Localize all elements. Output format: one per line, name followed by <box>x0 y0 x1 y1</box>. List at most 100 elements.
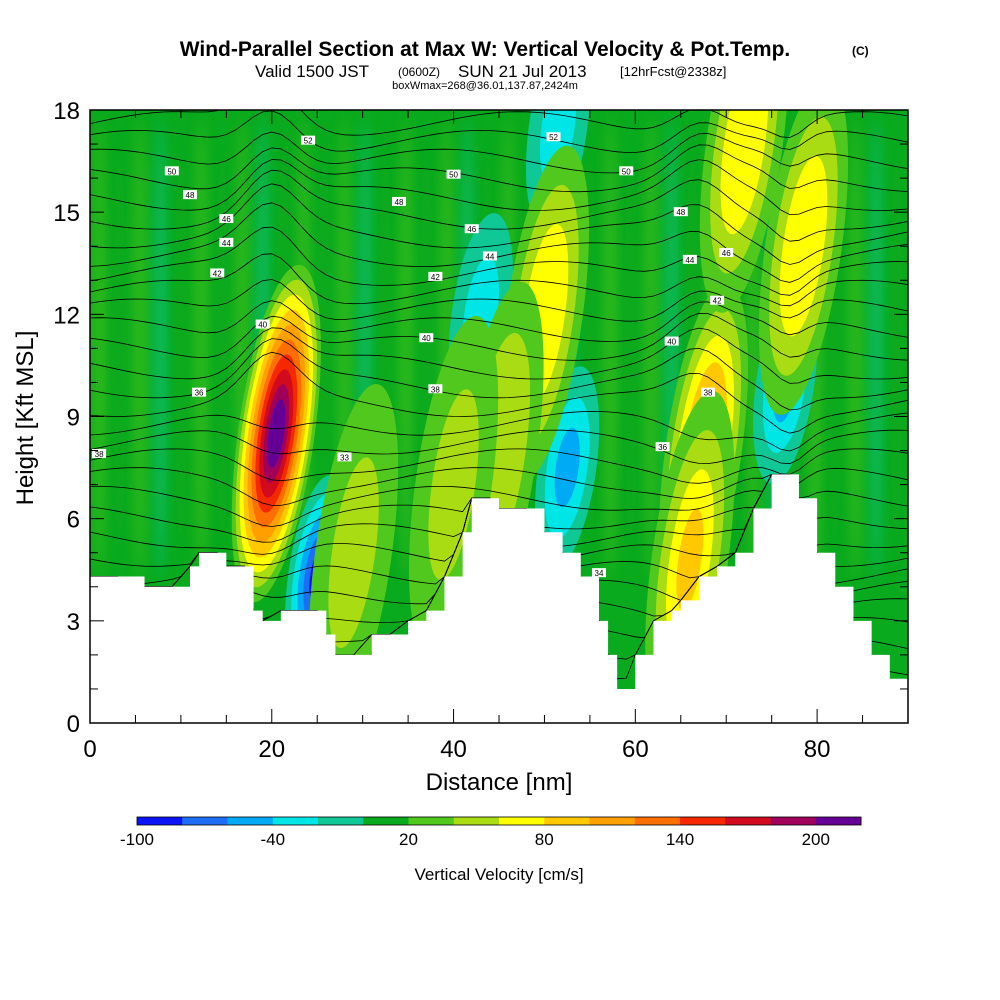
isentrope-line <box>90 429 908 465</box>
isentrope-label: 46 <box>722 249 731 258</box>
isentrope-line <box>90 338 908 411</box>
isentrope-label: 46 <box>467 225 476 234</box>
velocity-streak <box>603 118 618 579</box>
isentrope-line <box>90 253 908 307</box>
isentrope-label: 36 <box>195 389 204 398</box>
isentrope-label: 46 <box>222 215 231 224</box>
colorbar-tick-label: 80 <box>535 830 554 849</box>
plot-area: 38 36 40 42 44 46 48 50 52 33 40 38 42 44 46 48 50 52 34 36… <box>90 110 908 723</box>
x-tick-label: 20 <box>258 736 285 763</box>
isentrope-line <box>90 312 908 361</box>
colorbar-swatch <box>182 817 228 825</box>
x-tick-label: 40 <box>440 736 467 763</box>
y-tick-label: 15 <box>53 200 80 227</box>
isentrope-label-box <box>182 190 197 200</box>
isentrope-label: 50 <box>449 171 458 180</box>
isentrope-label-box <box>710 295 725 305</box>
velocity-streak <box>173 118 188 579</box>
isentrope-label-box <box>219 213 234 223</box>
isentrope-label-box <box>301 135 316 145</box>
isentrope-label-box <box>392 196 407 206</box>
velocity-streak <box>112 118 127 579</box>
isentrope-label: 44 <box>222 239 231 248</box>
isentrope-label: 38 <box>704 389 713 398</box>
isentrope-line <box>90 226 908 296</box>
subtitle-box: boxWmax=268@36.01,137.87,2424m <box>392 80 578 92</box>
updraft-cell <box>730 110 758 196</box>
subtitle-fcst: [12hrFcst@2338z] <box>620 64 726 79</box>
isentrope-line <box>90 144 908 193</box>
isentrope-labels: 38 36 40 42 44 46 48 50 52 33 40 38 42 44 46 48 50 52 34 36… <box>92 132 734 578</box>
isentrope-label: 52 <box>304 137 313 146</box>
colorbar-tick-label: -40 <box>260 830 285 849</box>
colorbar-tick-label: 20 <box>399 830 418 849</box>
velocity-streak <box>623 118 638 579</box>
velocity-streak <box>869 118 884 579</box>
isentrope-line <box>90 169 908 242</box>
y-tick-label: 18 <box>53 98 80 125</box>
isentrope-label: 34 <box>595 569 604 578</box>
colorbar-swatch <box>725 817 771 825</box>
colorbar-swatch <box>815 817 862 825</box>
isentrope-label-box <box>619 166 634 176</box>
isentrope-label: 40 <box>667 338 676 347</box>
downdraft-cell <box>554 427 580 508</box>
isentrope-line <box>90 300 908 342</box>
colorbar-swatch <box>227 817 274 825</box>
colorbar-tick-label: -100 <box>120 830 154 849</box>
subtitle-valid: Valid 1500 JST <box>255 62 369 81</box>
isentrope-line <box>90 279 908 322</box>
isentrope-label-box <box>428 384 443 394</box>
isentrope-line <box>90 327 908 384</box>
isentrope-label-box <box>92 448 107 458</box>
chart-title: Wind-Parallel Section at Max W: Vertical… <box>180 38 791 61</box>
velocity-streak <box>194 118 209 579</box>
y-tick-label: 0 <box>67 711 80 738</box>
colorbar-swatch <box>680 817 726 825</box>
isentrope-label: 42 <box>431 273 440 282</box>
isentrope-label: 50 <box>622 167 631 176</box>
isentrope-label-box <box>546 132 561 142</box>
colorbar: -100 -40 20 80 140 200 <box>120 816 862 849</box>
velocity-streak <box>132 118 147 579</box>
isentrope-label-box <box>337 452 352 462</box>
terrain <box>90 474 908 723</box>
isentrope-label: 48 <box>676 208 685 217</box>
isentrope-label: 48 <box>186 191 195 200</box>
x-axis: 0 20 40 60 80 <box>83 110 909 763</box>
colorbar-swatch <box>589 817 636 825</box>
isentrope-line <box>90 159 908 216</box>
isentrope-label: 52 <box>549 133 558 142</box>
isentrope-label-box <box>464 224 479 234</box>
velocity-streak <box>317 118 332 579</box>
isentrope-label-box <box>419 333 434 343</box>
isentrope-label-box <box>210 268 225 278</box>
x-tick-label: 80 <box>804 736 831 763</box>
colorbar-swatch <box>408 817 455 825</box>
subtitle-date: SUN 21 Jul 2013 <box>458 62 587 81</box>
isentrope-label: 36 <box>658 443 667 452</box>
isentrope-line <box>90 351 908 434</box>
isentrope-label: 38 <box>95 450 104 459</box>
velocity-cells <box>231 110 849 723</box>
colorbar-tick-label: 140 <box>666 830 694 849</box>
isentrope-label-box <box>428 271 443 281</box>
x-tick-label: 0 <box>83 736 96 763</box>
isentrope-label: 42 <box>213 269 222 278</box>
y-axis-label: Height [Kft MSL] <box>12 331 39 506</box>
updraft-cell <box>676 508 704 611</box>
colorbar-swatch <box>544 817 590 825</box>
isentrope-label-box <box>719 248 734 258</box>
x-axis-label: Distance [nm] <box>426 769 573 796</box>
colorbar-swatch <box>363 817 409 825</box>
colorbar-swatch <box>318 817 364 825</box>
isentrope-label: 48 <box>395 198 404 207</box>
colorbar-swatch <box>634 817 681 825</box>
isentrope-label-box <box>446 169 461 179</box>
isentrope-label-box <box>255 319 270 329</box>
velocity-streak <box>644 118 659 579</box>
isentrope-line <box>90 202 908 283</box>
velocity-streak <box>848 118 863 579</box>
